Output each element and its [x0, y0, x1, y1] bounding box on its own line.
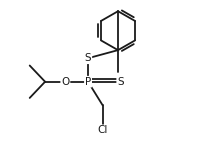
Text: S: S [117, 77, 124, 87]
Text: P: P [85, 77, 91, 87]
Text: S: S [85, 53, 91, 63]
Text: O: O [61, 77, 69, 87]
Text: Cl: Cl [97, 125, 108, 135]
